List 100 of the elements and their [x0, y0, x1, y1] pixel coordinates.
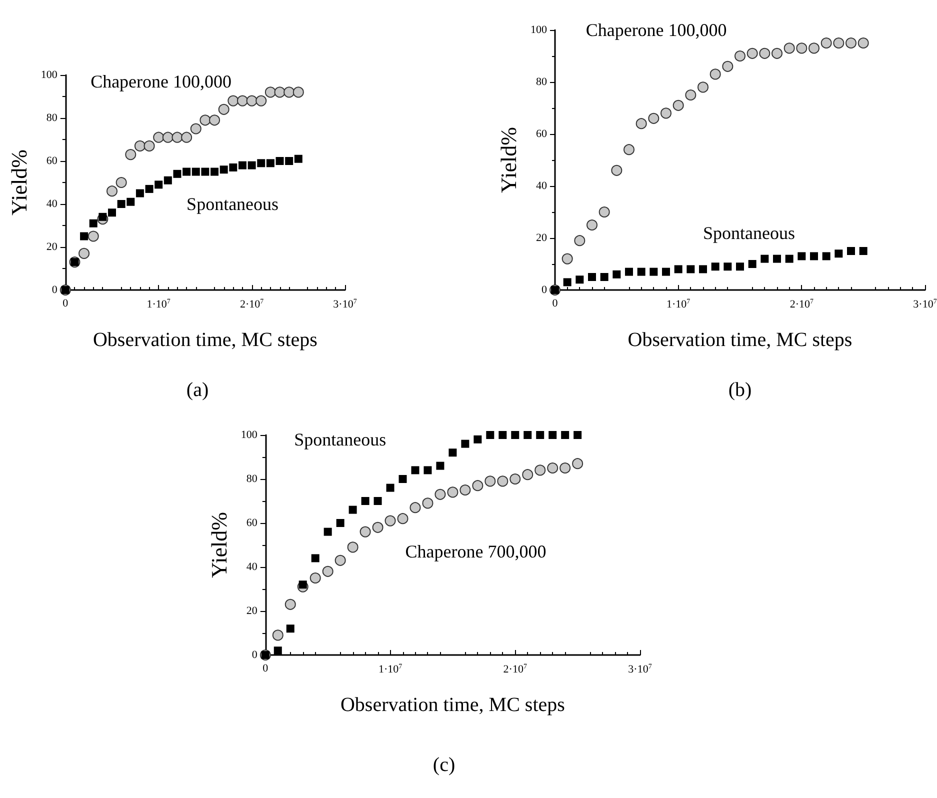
- point: [257, 159, 266, 168]
- point: [248, 161, 256, 170]
- point: [181, 132, 192, 143]
- point: [209, 114, 220, 126]
- point: [274, 86, 286, 98]
- point: [474, 435, 482, 444]
- point: [859, 247, 868, 255]
- point: [672, 100, 684, 111]
- point: [686, 265, 695, 274]
- point: [434, 488, 446, 500]
- point: [760, 254, 769, 263]
- point: [497, 476, 508, 487]
- point: [472, 480, 484, 492]
- series-label: Chaperone 700,000: [405, 542, 546, 562]
- point: [524, 431, 532, 439]
- point: [228, 95, 239, 106]
- point: [510, 474, 521, 484]
- y-tick-label: 0: [542, 284, 548, 296]
- y-tick-label: 0: [252, 649, 258, 661]
- point: [648, 112, 660, 124]
- point: [410, 502, 421, 514]
- point: [711, 262, 720, 271]
- point: [773, 254, 781, 263]
- point: [136, 189, 144, 198]
- point: [436, 462, 444, 470]
- y-tick-label: 60: [46, 155, 58, 167]
- point: [560, 462, 571, 474]
- y-tick-label: 60: [536, 128, 548, 140]
- point: [182, 168, 191, 176]
- point: [347, 542, 358, 553]
- point: [274, 646, 282, 655]
- point: [162, 132, 174, 143]
- point: [746, 48, 758, 59]
- point: [272, 630, 284, 641]
- point: [734, 50, 746, 62]
- point: [574, 235, 586, 246]
- point: [798, 252, 806, 260]
- point: [600, 273, 608, 281]
- x-axis-title: Observation time, MC steps: [628, 329, 852, 351]
- point: [98, 212, 107, 221]
- y-tick-label: 60: [246, 517, 258, 529]
- point: [547, 462, 558, 474]
- point: [153, 132, 164, 143]
- point: [285, 157, 294, 165]
- point: [588, 273, 596, 281]
- point: [785, 254, 794, 263]
- point: [80, 232, 88, 240]
- point: [311, 554, 320, 562]
- point: [336, 519, 344, 527]
- point: [724, 262, 732, 271]
- point: [117, 200, 126, 208]
- x-axis-title: Observation time, MC steps: [92, 329, 318, 351]
- point: [78, 248, 90, 259]
- point: [384, 515, 396, 526]
- point: [637, 268, 646, 276]
- point: [611, 164, 622, 176]
- point: [172, 132, 183, 143]
- point: [536, 431, 544, 439]
- point: [164, 176, 172, 184]
- point: [236, 95, 248, 106]
- point: [220, 166, 228, 174]
- point: [460, 484, 471, 496]
- point: [858, 38, 869, 48]
- point: [322, 566, 334, 577]
- point: [108, 208, 116, 217]
- point: [748, 260, 756, 268]
- point: [424, 466, 432, 474]
- point: [846, 38, 856, 48]
- point: [256, 95, 267, 106]
- point: [561, 431, 570, 439]
- series-label: Chaperone 100,000: [586, 20, 727, 40]
- point: [810, 252, 818, 260]
- point: [374, 497, 382, 505]
- point: [264, 86, 276, 98]
- text: (c): [432, 754, 456, 776]
- point: [238, 161, 246, 170]
- point: [486, 431, 494, 439]
- point: [192, 168, 200, 176]
- point: [360, 526, 371, 538]
- y-tick-label: 100: [240, 429, 258, 441]
- point: [190, 123, 202, 134]
- point: [576, 276, 584, 284]
- point: [822, 252, 830, 260]
- point: [106, 186, 118, 197]
- point: [598, 206, 610, 218]
- text: (a): [186, 379, 209, 401]
- point: [334, 554, 346, 566]
- point: [624, 144, 634, 156]
- point: [89, 219, 98, 228]
- y-axis-title: Yield%: [6, 150, 32, 216]
- point: [348, 506, 357, 514]
- y-tick-label: 0: [52, 284, 58, 296]
- point: [116, 177, 127, 188]
- y-tick-label: 80: [246, 473, 258, 485]
- point: [736, 262, 744, 271]
- point: [662, 268, 670, 276]
- text: (b): [728, 379, 752, 401]
- point: [674, 265, 682, 274]
- point: [574, 431, 582, 439]
- point: [548, 431, 557, 439]
